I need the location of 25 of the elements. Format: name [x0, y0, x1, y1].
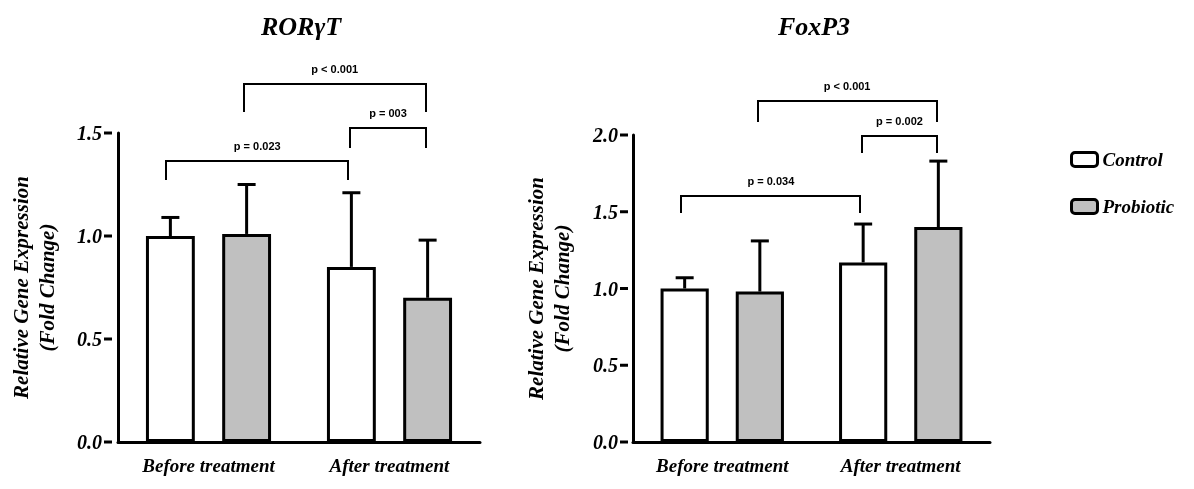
y-tick-label: 1.5	[593, 200, 618, 223]
chart-title: RORγT	[259, 11, 343, 41]
chart-title: FoxP3	[776, 11, 851, 41]
y-tick-label: 0.0	[593, 431, 618, 453]
x-tick-label: Before treatment	[141, 455, 276, 476]
y-axis-title: Relative Gene Expression (Fold Change)	[524, 177, 574, 401]
legend-label: Probiotic	[1101, 196, 1175, 217]
annotation: p = 0.034	[746, 175, 796, 187]
y-axis-title: Relative Gene Expression (Fold Change)	[9, 176, 59, 400]
y-tick-label: 2.0	[592, 124, 618, 146]
y-tick-label: 1.5	[77, 122, 102, 144]
x-tick-label: Before treatment	[655, 455, 790, 476]
x-tick-label: After treatment	[839, 455, 962, 476]
y-tick-label: 1.0	[593, 277, 618, 300]
y-tick-label: 0.0	[77, 431, 102, 453]
annotation: p = 0.023	[232, 140, 282, 152]
y-tick-label: 1.0	[77, 225, 102, 247]
y-tick-label: 0.5	[77, 328, 102, 350]
text: p = 003	[368, 107, 408, 119]
x-tick-label: After treatment	[328, 455, 451, 476]
text: p < 0.001	[310, 63, 360, 75]
legend-label: Control	[1102, 149, 1164, 170]
text: p < 0.001	[822, 80, 872, 92]
text: p = 0.002	[875, 115, 924, 127]
y-tick-label: 0.5	[593, 354, 618, 377]
